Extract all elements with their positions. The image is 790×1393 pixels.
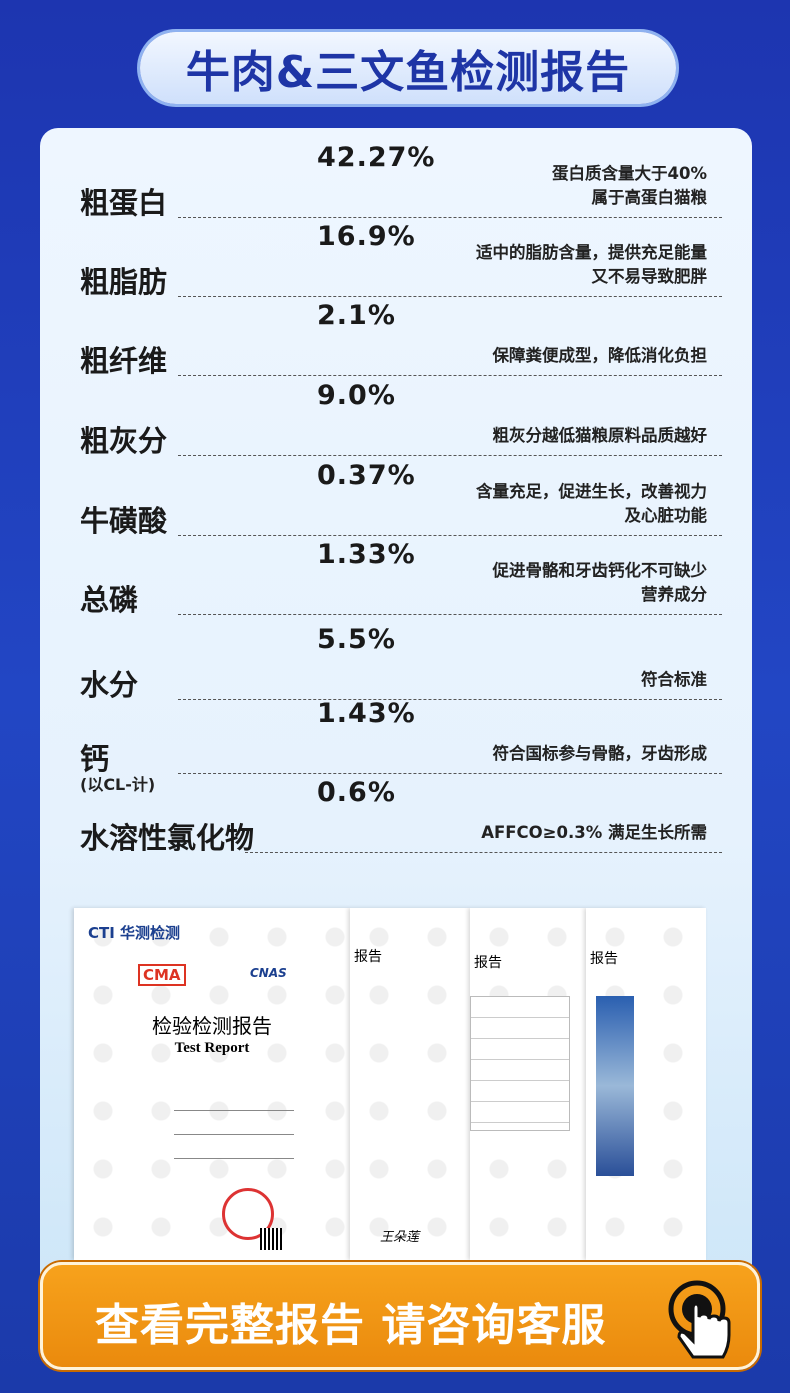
nutrient-label: 水溶性氯化物 bbox=[80, 821, 255, 855]
nutrient-description: 符合国标参与骨骼，牙齿形成 bbox=[493, 742, 708, 766]
nutrient-label: 总磷 bbox=[80, 583, 139, 617]
report-page-1b: 报告 王朵莲 bbox=[350, 908, 470, 1260]
nutrient-row: 总磷 1.33% 促进骨骼和牙齿钙化不可缺少营养成分 bbox=[40, 535, 752, 617]
dashed-divider bbox=[245, 852, 722, 853]
nutrient-row: 粗脂肪 16.9% 适中的脂肪含量，提供充足能量又不易导致肥胖 bbox=[40, 217, 752, 299]
description-line: 促进骨骼和牙齿钙化不可缺少 bbox=[492, 561, 708, 580]
nutrient-label: 粗脂肪 bbox=[80, 265, 168, 299]
nutrient-row: 粗灰分 9.0% 粗灰分越低猫粮原料品质越好 bbox=[40, 376, 752, 458]
nutrient-label: 牛磺酸 bbox=[80, 504, 168, 538]
report-page-2: 报告 bbox=[470, 908, 586, 1260]
nutrient-value: 9.0% bbox=[317, 380, 396, 411]
description-line: 保障粪便成型，降低消化负担 bbox=[492, 346, 708, 365]
nutrient-label: 粗蛋白 bbox=[80, 186, 168, 220]
cti-logo: CTI 华测检测 bbox=[88, 924, 181, 942]
nutrient-value: 1.43% bbox=[317, 698, 416, 729]
report-page-heading: 报告 bbox=[354, 949, 382, 965]
report-cover: CTI 华测检测 CMA CNAS 检验检测报告 Test Report bbox=[74, 908, 350, 1260]
nutrient-value: 5.5% bbox=[317, 624, 396, 655]
qr-code bbox=[260, 1228, 282, 1250]
dashed-divider bbox=[178, 614, 722, 615]
test-report-images: CTI 华测检测 CMA CNAS 检验检测报告 Test Report 报告 … bbox=[74, 908, 706, 1260]
nutrient-description: 含量充足，促进生长，改善视力及心脏功能 bbox=[476, 480, 707, 528]
nutrient-description: AFFCO≥0.3% 满足生长所需 bbox=[481, 821, 707, 845]
nutrient-description: 适中的脂肪含量，提供充足能量又不易导致肥胖 bbox=[476, 241, 707, 289]
dashed-divider bbox=[178, 455, 722, 456]
description-line: 适中的脂肪含量，提供充足能量 bbox=[476, 243, 707, 262]
nutrient-description: 蛋白质含量大于40% 属于高蛋白猫粮 bbox=[552, 162, 707, 210]
dashed-divider bbox=[178, 699, 722, 700]
signature: 王朵莲 bbox=[380, 1230, 420, 1245]
nutrient-value: 0.6% bbox=[317, 777, 396, 808]
description-line: 营养成分 bbox=[641, 585, 707, 604]
nutrient-label: 粗灰分 bbox=[80, 424, 168, 458]
description-line: AFFCO≥0.3% 满足生长所需 bbox=[481, 823, 707, 842]
nutrient-value: 2.1% bbox=[317, 300, 396, 331]
nutrient-value: 1.33% bbox=[317, 539, 416, 570]
nutrient-row: 粗纤维 2.1% 保障粪便成型，降低消化负担 bbox=[40, 296, 752, 378]
nutrient-description: 符合标准 bbox=[641, 668, 707, 692]
dashed-divider bbox=[178, 375, 722, 376]
dashed-divider bbox=[178, 296, 722, 297]
description-line: 符合国标参与骨骼，牙齿形成 bbox=[492, 744, 708, 763]
report-page-heading: 报告 bbox=[474, 955, 502, 971]
dashed-divider bbox=[178, 535, 722, 536]
nutrient-row: 牛磺酸 0.37% 含量充足，促进生长，改善视力及心脏功能 bbox=[40, 456, 752, 538]
report-title-en: Test Report bbox=[174, 1040, 250, 1056]
report-table bbox=[470, 996, 570, 1131]
nutrient-value: 42.27% bbox=[317, 142, 436, 173]
nutrient-row: (以CL-计) 水溶性氯化物 0.6% AFFCO≥0.3% 满足生长所需 bbox=[40, 773, 752, 855]
cta-label: 查看完整报告 请咨询客服 bbox=[95, 1300, 607, 1351]
nutrient-value: 0.37% bbox=[317, 460, 416, 491]
product-photo bbox=[596, 996, 634, 1176]
description-line: 又不易导致肥胖 bbox=[591, 267, 708, 286]
nutrient-row: 粗蛋白 42.27% 蛋白质含量大于40% 属于高蛋白猫粮 bbox=[40, 138, 752, 220]
report-page-heading: 报告 bbox=[590, 951, 618, 967]
nutrient-label: 粗纤维 bbox=[80, 344, 168, 378]
dashed-divider bbox=[178, 773, 722, 774]
description-line: 蛋白质含量大于40% bbox=[552, 164, 707, 183]
cnas-logo: CNAS bbox=[250, 966, 287, 980]
cma-logo: CMA bbox=[138, 964, 186, 986]
nutrient-sublabel: (以CL-计) bbox=[80, 775, 156, 794]
nutrient-label: 钙 bbox=[80, 742, 110, 776]
tap-finger-icon bbox=[668, 1280, 731, 1359]
nutrient-description: 保障粪便成型，降低消化负担 bbox=[493, 344, 708, 368]
nutrient-description: 粗灰分越低猫粮原料品质越好 bbox=[493, 424, 708, 448]
description-line: 及心脏功能 bbox=[624, 506, 708, 525]
nutrient-label: 水分 bbox=[80, 668, 139, 702]
dashed-divider bbox=[178, 217, 722, 218]
nutrient-description: 促进骨骼和牙齿钙化不可缺少营养成分 bbox=[493, 559, 708, 607]
description-line: 符合标准 bbox=[641, 670, 707, 689]
description-line: 粗灰分越低猫粮原料品质越好 bbox=[492, 426, 708, 445]
description-line: 属于高蛋白猫粮 bbox=[591, 188, 708, 207]
official-seal bbox=[222, 1188, 274, 1240]
nutrient-value: 16.9% bbox=[317, 221, 416, 252]
report-page-3: 报告 bbox=[586, 908, 706, 1260]
view-full-report-button[interactable]: 查看完整报告 请咨询客服 bbox=[40, 1262, 760, 1370]
page-title: 牛肉&三文鱼检测报告 bbox=[140, 32, 676, 104]
nutrient-row: 水分 5.5% 符合标准 bbox=[40, 620, 752, 702]
report-title-cn: 检验检测报告 bbox=[152, 1014, 272, 1038]
nutrient-row: 钙 1.43% 符合国标参与骨骼，牙齿形成 bbox=[40, 694, 752, 776]
description-line: 含量充足，促进生长，改善视力 bbox=[476, 482, 707, 501]
